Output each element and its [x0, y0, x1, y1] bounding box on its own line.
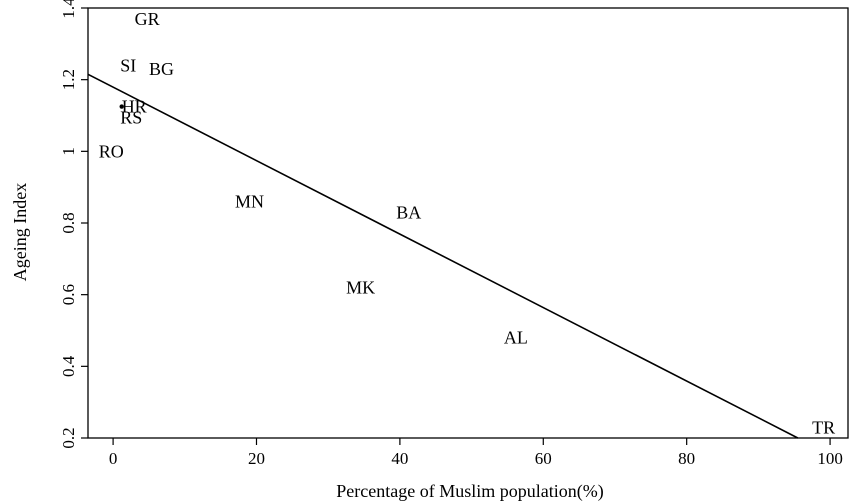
- x-tick-label: 40: [391, 449, 408, 468]
- data-point-mn: MN: [235, 192, 264, 212]
- data-point-hr: HR: [119, 97, 147, 117]
- y-tick-label: 0.8: [59, 212, 78, 233]
- y-tick-label: 0.6: [59, 284, 78, 305]
- x-tick-label: 100: [817, 449, 843, 468]
- point-label: GR: [135, 9, 160, 29]
- point-label: RO: [99, 141, 124, 161]
- point-label: MN: [235, 192, 264, 212]
- point-marker: [119, 104, 124, 109]
- x-tick-label: 20: [248, 449, 265, 468]
- data-point-ba: BA: [396, 202, 421, 222]
- point-label: HR: [122, 97, 147, 117]
- point-label: TR: [812, 417, 835, 437]
- point-label: AL: [504, 328, 528, 348]
- fit-line-group: [87, 73, 799, 439]
- data-point-rs: RS: [120, 107, 142, 127]
- data-point-al: AL: [504, 328, 528, 348]
- y-axis: 0.2 0.4 0.6 0.8 1 1.2 1.4: [59, 0, 88, 449]
- data-point-tr: TR: [812, 417, 835, 437]
- y-tick-label: 0.4: [59, 355, 78, 377]
- x-axis-title: Percentage of Muslim population(%): [336, 481, 603, 502]
- point-label: SI: [120, 55, 136, 75]
- x-tick-label: 0: [109, 449, 118, 468]
- data-point-bg: BG: [149, 59, 174, 79]
- plot-frame: [87, 7, 849, 439]
- regression-line: [87, 73, 799, 439]
- y-axis-title: Ageing Index: [10, 183, 30, 281]
- plot-border: [87, 7, 849, 439]
- y-tick-label: 1.4: [59, 0, 78, 19]
- y-tick-label: 1: [59, 147, 78, 156]
- y-tick-label: 1.2: [59, 69, 78, 90]
- data-point-gr: GR: [135, 9, 160, 29]
- y-tick-label: 0.2: [59, 427, 78, 448]
- data-point-mk: MK: [346, 278, 375, 298]
- point-label: MK: [346, 278, 375, 298]
- data-point-ro: RO: [99, 141, 124, 161]
- point-label: BG: [149, 59, 174, 79]
- x-tick-label: 60: [535, 449, 552, 468]
- point-label: BA: [396, 202, 421, 222]
- point-label: RS: [120, 107, 142, 127]
- data-point-si: SI: [120, 55, 136, 75]
- x-axis: 0 20 40 60 80 100: [109, 438, 843, 468]
- x-tick-label: 80: [678, 449, 695, 468]
